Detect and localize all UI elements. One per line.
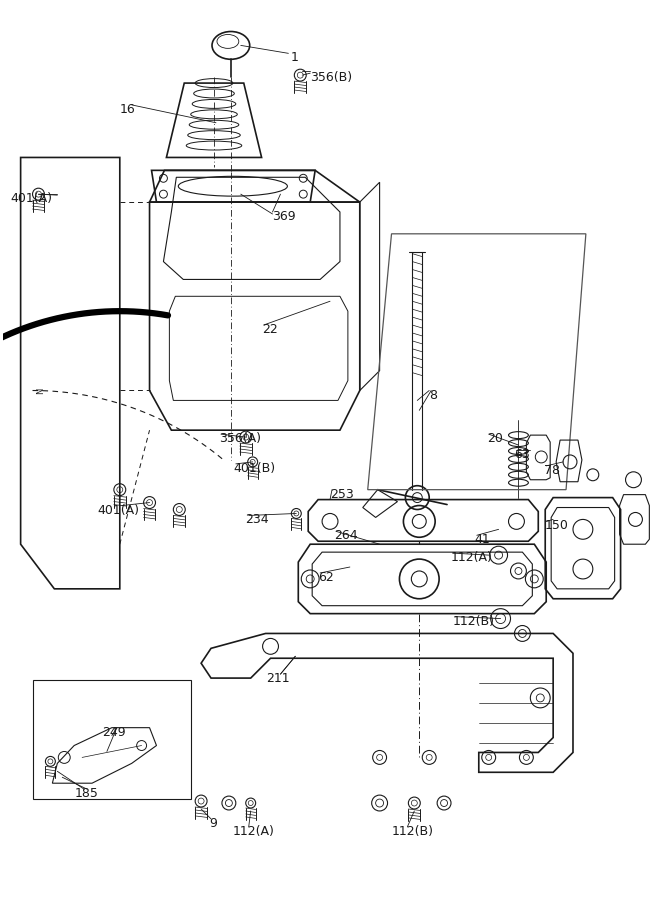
Text: 356(B): 356(B) [310,71,352,85]
Text: 185: 185 [74,788,98,800]
Text: 112(A): 112(A) [451,551,493,564]
Text: 8: 8 [429,389,437,401]
Text: 401(A): 401(A) [97,504,139,517]
Text: 112(A): 112(A) [233,825,275,838]
Text: 16: 16 [120,103,135,116]
Text: 112(B): 112(B) [392,825,434,838]
Text: 78: 78 [544,464,560,477]
Text: N: N [36,387,45,393]
Text: 63: 63 [514,448,530,461]
Text: 22: 22 [263,323,278,336]
Text: 20: 20 [487,432,503,446]
Text: 356(A): 356(A) [219,432,261,446]
Text: 253: 253 [330,488,354,500]
Text: 264: 264 [334,529,358,543]
Text: 211: 211 [267,672,290,685]
Text: 369: 369 [273,210,296,223]
Text: 401(A): 401(A) [11,193,53,205]
Bar [33,680,191,799]
Text: 62: 62 [318,571,334,584]
Text: 1: 1 [290,51,298,64]
Text: 234: 234 [245,514,268,526]
Text: 249: 249 [102,725,125,739]
Text: 41: 41 [475,534,490,546]
Text: 112(B): 112(B) [453,615,495,627]
Text: 150: 150 [544,519,568,533]
Text: 9: 9 [209,817,217,830]
Text: 401(B): 401(B) [234,462,276,475]
